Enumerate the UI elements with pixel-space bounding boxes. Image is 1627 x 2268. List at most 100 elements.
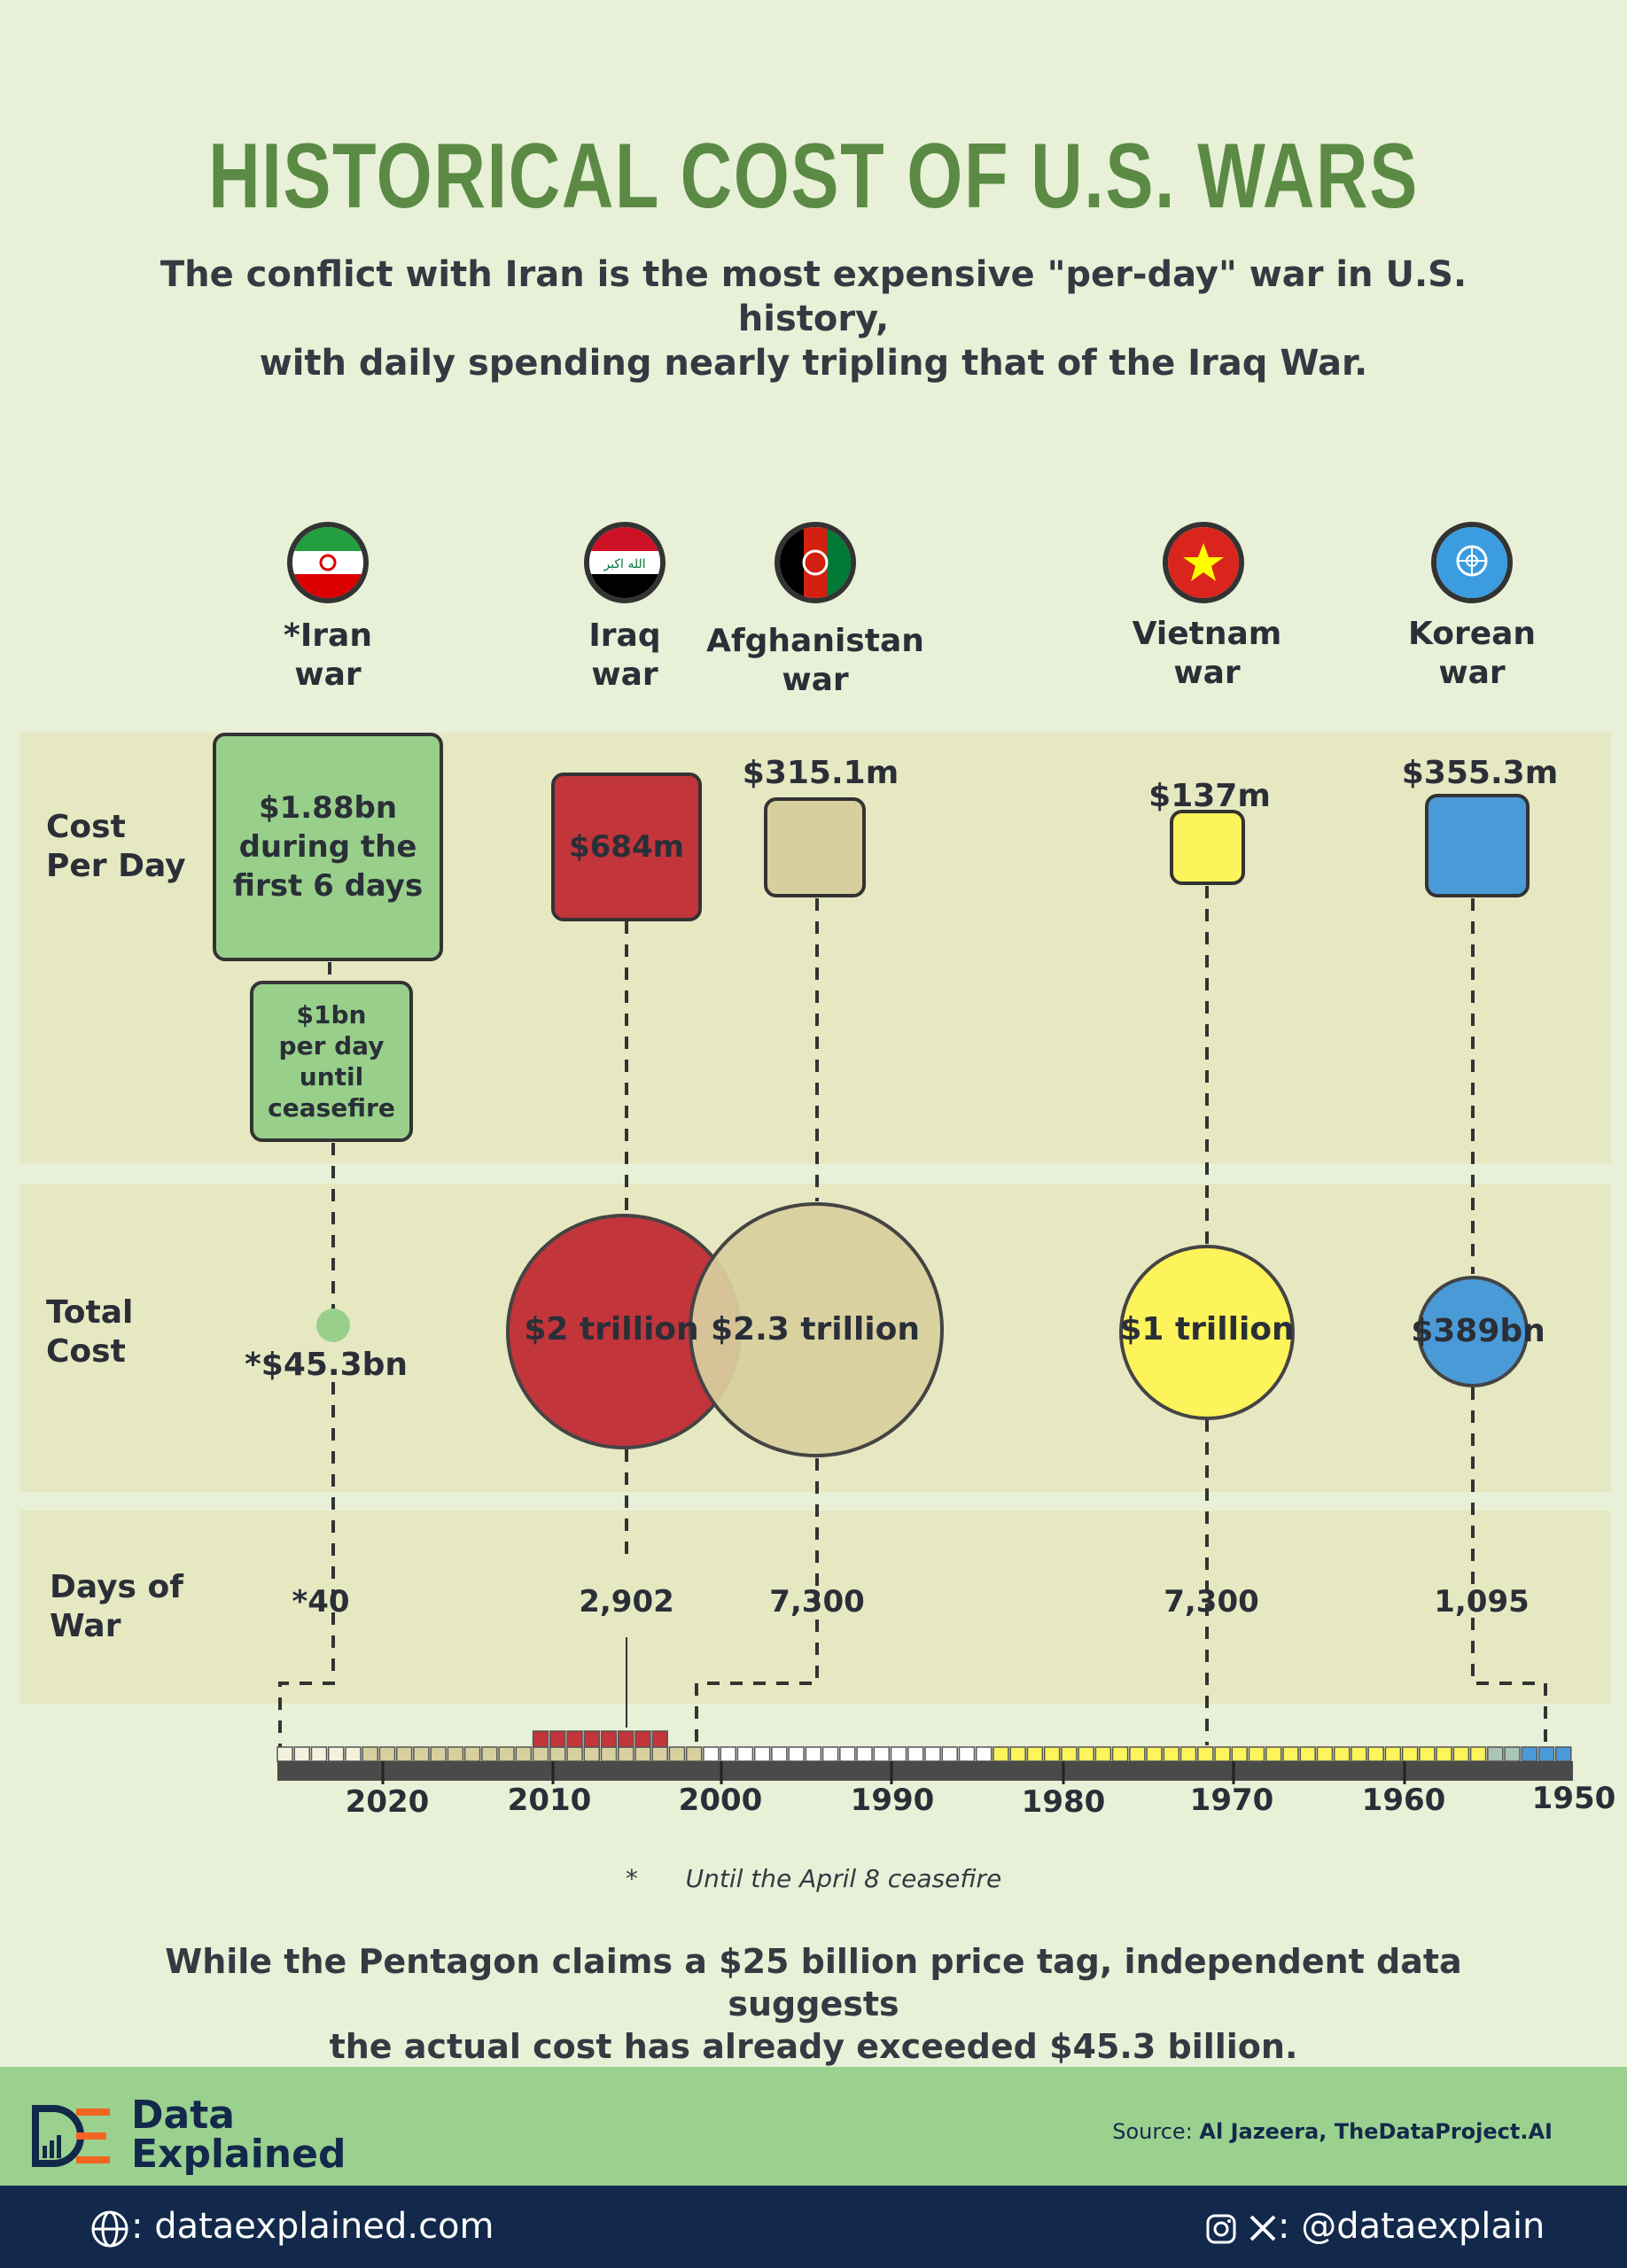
korea-connector-2 [1471,1387,1547,1747]
vietnam-total-value: $1 trillion [1119,1311,1295,1348]
timeline-cell [327,1746,345,1762]
iran-per-day-box-2: $1bn per day until ceasefire [250,981,413,1142]
x-icon [1248,2213,1278,2243]
timeline-iraq-cell [600,1730,618,1748]
afghanistan-total-value: $2.3 trillion [710,1311,921,1348]
website-link[interactable]: : dataexplained.com [131,2206,494,2247]
timeline-cell [736,1746,754,1762]
timeline-cell [805,1746,822,1762]
korea-per-day-value: $355.3m [1401,755,1559,791]
timeline-cell [600,1746,618,1762]
timeline-cell [515,1746,533,1762]
timeline-cell [651,1746,668,1762]
bottom-statement: While the Pentagon claims a $25 billion … [124,1940,1503,2068]
globe-icon [90,2210,129,2249]
timeline-cell [1316,1746,1334,1762]
timeline-cell [753,1746,771,1762]
timeline-cell [1179,1746,1197,1762]
timeline-cell [1163,1746,1180,1762]
vietnam-total-bubble [1119,1245,1295,1420]
timeline-cell [310,1746,328,1762]
timeline-cell [1452,1746,1470,1762]
timeline-cell [447,1746,464,1762]
korea-total-bubble [1417,1276,1529,1387]
afghanistan-flag-icon [775,522,856,603]
timeline-iraq-cell [583,1730,601,1748]
timeline-cell [1299,1746,1316,1762]
timeline-cell [1061,1746,1078,1762]
timeline-cell [498,1746,515,1762]
subtitle-line-1: The conflict with Iran is the most expen… [160,254,1467,339]
war-label-vietnam: Vietnam war [1132,616,1282,691]
tick-label-2010: 2010 [507,1783,592,1818]
afghanistan-per-day-box [764,797,866,897]
bottom-line-2: the actual cost has already exceeded $45… [329,2027,1298,2066]
footer-brand-bar [0,2067,1627,2186]
tick-label-2020: 2020 [345,1784,430,1820]
timeline-cell [1537,1746,1555,1762]
row-label-cost-per-day: Cost Per Day [46,809,186,884]
timeline-cell [1282,1746,1299,1762]
timeline-cell [1333,1746,1351,1762]
timeline-cell [362,1746,378,1762]
afghanistan-total-bubble [689,1202,944,1457]
timeline-cell [430,1746,447,1762]
timeline-cell [1197,1746,1214,1762]
timeline-cell [771,1746,788,1762]
timeline-cell [958,1746,976,1762]
timeline-cell [975,1746,993,1762]
page-title: HISTORICAL COST OF U.S. WARS [208,125,1419,228]
timeline-cell [1521,1746,1538,1762]
footnote-text: Until the April 8 ceasefire [685,1864,1002,1893]
afghanistan-connector-2 [695,1458,819,1747]
war-label-iraq: Iraq war [588,617,661,693]
timeline-cell [1401,1746,1419,1762]
timeline-cell [821,1746,839,1762]
timeline-cell [839,1746,856,1762]
timeline-cell [1265,1746,1282,1762]
timeline-iraq-cell [566,1730,583,1748]
timeline-cell [1146,1746,1163,1762]
timeline-cell [1009,1746,1026,1762]
social-handle[interactable]: : @dataexplain [1278,2206,1545,2247]
timeline-iraq-cell [532,1730,549,1748]
timeline-cell [1111,1746,1129,1762]
timeline-cell [1248,1746,1265,1762]
instagram-icon [1205,2213,1237,2245]
timeline-cell [685,1746,703,1762]
timeline-cell [668,1746,686,1762]
timeline-cell [1384,1746,1402,1762]
subtitle: The conflict with Iran is the most expen… [142,252,1485,385]
brand-name: Data Explained [131,2093,346,2177]
tick-label-1970: 1970 [1189,1783,1274,1818]
timeline-cell [1367,1746,1384,1762]
subtitle-line-2: with daily spending nearly tripling that… [259,343,1368,384]
timeline-cell [549,1746,566,1762]
iraq-days-value: 2,902 [579,1584,674,1619]
tick-label-2000: 2000 [678,1783,763,1818]
timeline-cell [1487,1746,1504,1762]
timeline-cell [1555,1746,1572,1762]
timeline-cell [1026,1746,1044,1762]
war-label-afghanistan: Afghanistan war [706,623,924,698]
iran-flag-icon [287,522,369,603]
timeline-cell [1419,1746,1436,1762]
footer-social-bar [0,2186,1627,2268]
timeline-cell [1043,1746,1061,1762]
timeline-cell [378,1746,396,1762]
brand-logo-icon [32,2105,113,2167]
timeline-cell [924,1746,941,1762]
timeline-cell [583,1746,601,1762]
vietnam-flag-icon [1163,522,1244,603]
timeline-cell [1094,1746,1112,1762]
timeline-cell [720,1746,736,1762]
iraq-total-value: $2 trillion [524,1311,699,1348]
timeline-cell [856,1746,873,1762]
timeline-cell [293,1746,310,1762]
timeline-cell [907,1746,924,1762]
vietnam-days-value: 7,300 [1164,1584,1259,1619]
timeline-cell [1504,1746,1521,1762]
timeline-cell [1231,1746,1249,1762]
